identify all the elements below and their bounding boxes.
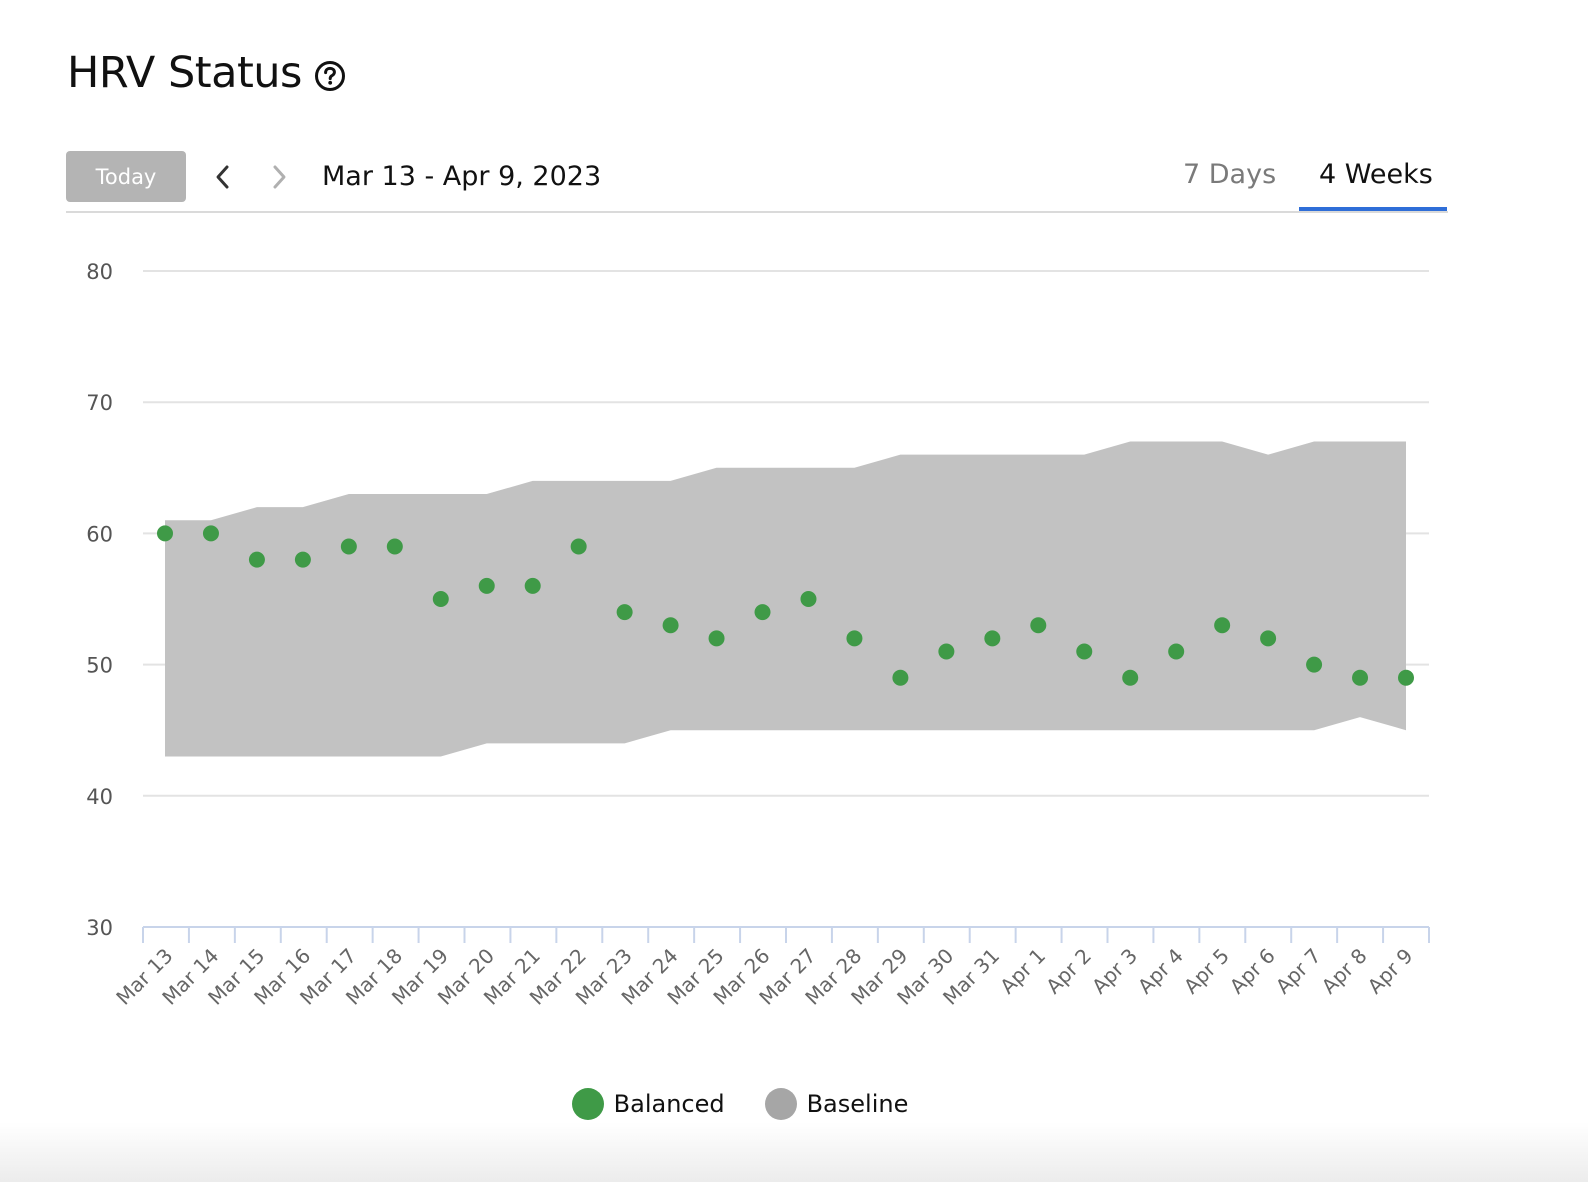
x-tick-label: Apr 7 (1271, 944, 1326, 999)
today-button[interactable]: Today (66, 151, 186, 202)
x-tick-label: Apr 4 (1133, 944, 1188, 999)
balanced-point[interactable] (570, 538, 587, 555)
legend-label: Balanced (613, 1090, 725, 1118)
balanced-point[interactable] (662, 617, 679, 634)
balanced-point[interactable] (1398, 669, 1414, 686)
balanced-point[interactable] (340, 538, 357, 555)
y-tick-label: 50 (86, 654, 113, 678)
y-tick-label: 60 (86, 522, 113, 546)
balanced-point[interactable] (1306, 656, 1323, 673)
page-title: HRV Status (67, 48, 302, 98)
legend-swatch-baseline (764, 1088, 797, 1120)
legend-item-baseline[interactable]: Baseline (764, 1088, 909, 1120)
x-tick-label: Apr 2 (1041, 944, 1096, 999)
y-tick-label: 70 (86, 391, 113, 415)
baseline-area (165, 441, 1406, 757)
balanced-point[interactable] (248, 551, 265, 568)
balanced-point[interactable] (432, 591, 449, 607)
legend: Balanced Baseline (0, 1088, 1480, 1120)
balanced-point[interactable] (846, 630, 863, 647)
legend-swatch-balanced (571, 1088, 604, 1120)
balanced-point[interactable] (938, 643, 955, 660)
tab-7-days[interactable]: 7 Days (1183, 159, 1277, 190)
balanced-point[interactable] (524, 577, 541, 594)
x-tick-label: Apr 9 (1363, 944, 1418, 999)
balanced-point[interactable] (1260, 630, 1277, 647)
balanced-point[interactable] (386, 538, 403, 555)
chevron-right-icon[interactable] (264, 161, 294, 193)
x-axis (142, 926, 1430, 943)
balanced-point[interactable] (892, 669, 909, 686)
balanced-point[interactable] (1076, 643, 1093, 660)
bottom-fade (0, 1122, 1588, 1182)
balanced-point[interactable] (616, 604, 633, 621)
y-axis-ticks: 30 40 50 60 70 80 (86, 260, 113, 940)
balanced-points (157, 525, 1414, 686)
balanced-point[interactable] (294, 551, 311, 568)
x-tick-label: Apr 5 (1179, 944, 1234, 999)
active-tab-indicator (1299, 207, 1447, 211)
balanced-point[interactable] (984, 630, 1001, 647)
y-tick-label: 40 (86, 785, 113, 809)
balanced-point[interactable] (1030, 617, 1047, 634)
balanced-point[interactable] (708, 630, 725, 647)
balanced-point[interactable] (800, 591, 817, 607)
y-tick-label: 30 (86, 916, 113, 940)
balanced-point[interactable] (754, 604, 771, 621)
x-tick-label: Apr 1 (995, 944, 1050, 999)
balanced-point[interactable] (1168, 643, 1185, 660)
toolbar: Today Mar 13 - Apr 9, 2023 7 Days 4 Week… (66, 151, 1448, 213)
legend-item-balanced[interactable]: Balanced (571, 1088, 725, 1120)
chevron-left-icon[interactable] (208, 161, 238, 193)
balanced-point[interactable] (1352, 669, 1369, 686)
balanced-point[interactable] (1122, 669, 1139, 686)
balanced-point[interactable] (202, 525, 219, 542)
x-tick-label: Apr 3 (1087, 944, 1142, 999)
x-tick-label: Apr 8 (1317, 944, 1372, 999)
baseline-range (165, 441, 1406, 757)
y-tick-label: 80 (86, 260, 113, 284)
balanced-point[interactable] (1214, 617, 1231, 634)
date-range: Mar 13 - Apr 9, 2023 (322, 161, 602, 192)
balanced-point[interactable] (478, 577, 495, 594)
question-circle-icon[interactable] (314, 60, 346, 92)
x-tick-label: Apr 6 (1225, 944, 1280, 999)
legend-label: Baseline (806, 1090, 909, 1118)
tab-4-weeks[interactable]: 4 Weeks (1319, 159, 1433, 190)
title-row: HRV Status (67, 48, 346, 98)
balanced-point[interactable] (157, 525, 173, 542)
